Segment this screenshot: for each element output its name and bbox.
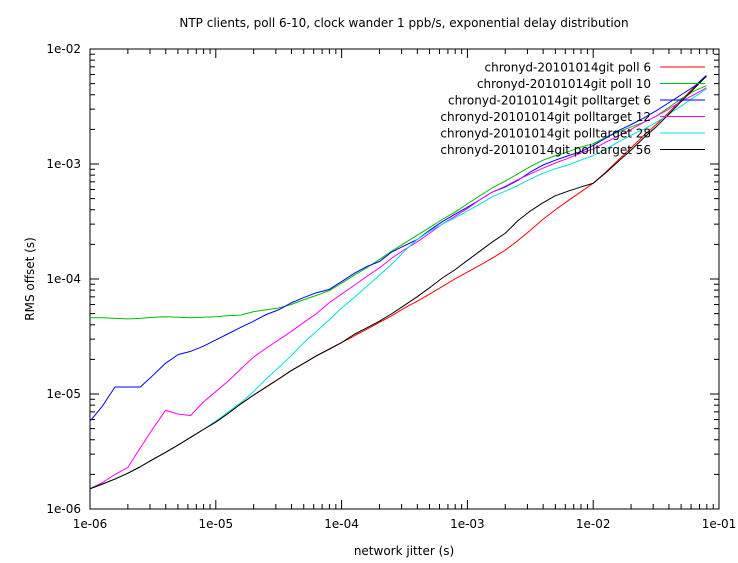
series-line-4	[89, 87, 707, 490]
legend-label: chronyd-20101014git poll 10	[477, 77, 651, 91]
x-tick-label: 1e-06	[73, 517, 108, 531]
legend-label: chronyd-20101014git polltarget 6	[448, 94, 651, 108]
legend-label: chronyd-20101014git polltarget 12	[440, 110, 651, 124]
x-tick-label: 1e-04	[324, 517, 359, 531]
x-axis-label: network jitter (s)	[354, 544, 454, 558]
chart-title: NTP clients, poll 6-10, clock wander 1 p…	[179, 16, 628, 30]
y-axis: 1e-06 1e-05 1e-04 1e-03 1e-02	[46, 42, 719, 516]
series-line-3	[89, 74, 707, 422]
legend-label: chronyd-20101014git polltarget 28	[440, 127, 651, 141]
x-tick-label: 1e-01	[702, 517, 737, 531]
legend-label: chronyd-20101014git poll 6	[485, 61, 652, 75]
y-tick-label: 1e-04	[46, 272, 81, 286]
series-line-2	[90, 85, 707, 320]
y-tick-label: 1e-03	[46, 157, 81, 171]
y-tick-label: 1e-02	[46, 42, 81, 56]
x-tick-label: 1e-02	[576, 517, 611, 531]
x-tick-label: 1e-05	[198, 517, 233, 531]
legend-label: chronyd-20101014git polltarget 56	[440, 143, 651, 157]
y-tick-label: 1e-05	[46, 387, 81, 401]
series-line-6	[89, 75, 707, 490]
series-lines	[89, 74, 707, 490]
y-axis-label: RMS offset (s)	[23, 237, 37, 321]
x-tick-label: 1e-03	[450, 517, 485, 531]
legend: chronyd-20101014git poll 6 chronyd-201010…	[440, 61, 705, 157]
y-tick-label: 1e-06	[46, 502, 81, 516]
x-axis: 1e-06 1e-05 1e-04 1e-03 1e-02 1e-01	[73, 49, 737, 531]
